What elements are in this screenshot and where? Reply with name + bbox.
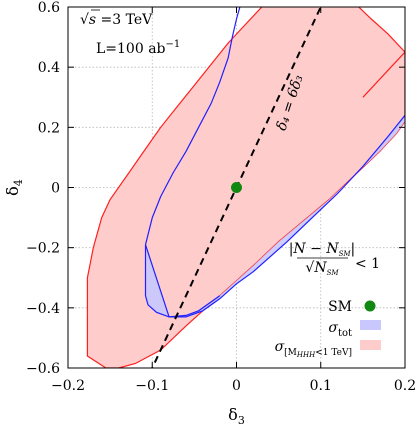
legend-label-tot: σtot bbox=[328, 320, 352, 339]
blue-band-upper-edge bbox=[144, 7, 241, 245]
x-tick-label: 0 bbox=[232, 378, 241, 394]
x-tick-label: −0.2 bbox=[51, 378, 85, 394]
red-band-fill bbox=[87, 7, 405, 368]
luminosity-annotation: L=100 ab−1 bbox=[96, 39, 180, 57]
criterion-relation: < 1 bbox=[355, 256, 380, 272]
reference-line bbox=[151, 7, 322, 368]
red-band-right-edge bbox=[358, 7, 405, 53]
criterion-den-sub: SM bbox=[327, 269, 340, 277]
criterion-numerator: |N − NSM| bbox=[289, 241, 356, 258]
legend-label-mhhh: σ[MHHH<1 TeV] bbox=[275, 339, 352, 359]
sm-point bbox=[231, 182, 242, 193]
red-band-cutout bbox=[358, 7, 405, 53]
energy-var: s bbox=[89, 12, 96, 28]
y-tick-label: 0.6 bbox=[38, 0, 60, 16]
y-axis-label-sub: 4 bbox=[12, 179, 25, 186]
energy-annotation: √s =3 TeV bbox=[80, 12, 153, 28]
x-axis-label-sub: 3 bbox=[238, 414, 245, 427]
data-layer bbox=[86, 7, 405, 368]
legend-swatch-tot bbox=[360, 320, 381, 330]
energy-value: =3 TeV bbox=[96, 12, 153, 28]
tick-layer: −0.2 −0.1 0 0.1 0.2 −0.6 −0.4 −0.2 0 0.2 0.4 0.6 bbox=[26, 0, 416, 394]
criterion-num-end: | bbox=[351, 241, 356, 257]
legend-marker-sm bbox=[364, 300, 376, 312]
y-tick-label: 0 bbox=[51, 181, 60, 197]
y-tick-label: 0.2 bbox=[38, 120, 60, 136]
x-tick-label: 0.2 bbox=[394, 378, 416, 394]
red-band-upper-edge bbox=[86, 7, 263, 314]
criterion-num-sub: SM bbox=[339, 250, 352, 258]
y-tick-label: −0.2 bbox=[26, 241, 60, 257]
blue-band-right-edge bbox=[144, 114, 405, 318]
blue-band-lower-edge bbox=[144, 244, 221, 318]
legend-label-sm: SM bbox=[328, 299, 352, 315]
luminosity-sup: −1 bbox=[166, 39, 181, 50]
energy-sqrt: √ bbox=[80, 12, 89, 28]
legend-label-mhhh-sub1: [M bbox=[284, 348, 297, 358]
x-axis-label: δ3 bbox=[228, 405, 245, 427]
y-tick-label: −0.6 bbox=[26, 361, 60, 377]
y-tick-label: −0.4 bbox=[26, 301, 60, 317]
criterion-denominator: √NSM bbox=[305, 260, 339, 277]
x-tick-label: 0.1 bbox=[310, 378, 332, 394]
legend-label-tot-sub: tot bbox=[338, 328, 352, 339]
legend-swatch-mhhh bbox=[360, 340, 381, 350]
x-tick-label: −0.1 bbox=[135, 378, 169, 394]
legend-label-mhhh-sub2: HHH bbox=[296, 351, 316, 359]
y-axis-label: δ4 bbox=[3, 179, 25, 196]
legend-label-mhhh-sub3: <1 TeV] bbox=[315, 348, 352, 358]
y-tick-label: 0.4 bbox=[38, 60, 60, 76]
